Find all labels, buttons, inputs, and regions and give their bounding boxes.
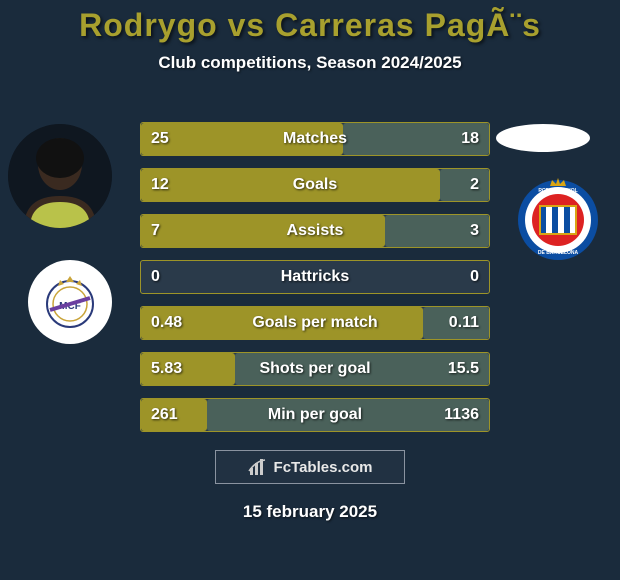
stat-row: 73Assists <box>140 214 490 248</box>
stat-row: 00Hattricks <box>140 260 490 294</box>
comparison-date: 15 february 2025 <box>0 502 620 522</box>
player2-avatar <box>496 124 590 152</box>
stat-label: Shots per goal <box>141 353 489 385</box>
svg-text:RCD ESPANYOL: RCD ESPANYOL <box>538 188 577 194</box>
stat-label: Goals <box>141 169 489 201</box>
stat-rows-container: 2518Matches 122Goals 73Assists 00Hattricks 0… <box>140 122 490 444</box>
stat-row: 2518Matches <box>140 122 490 156</box>
stat-row: 5.8315.5Shots per goal <box>140 352 490 386</box>
person-silhouette-icon <box>8 124 112 228</box>
player1-avatar <box>8 124 112 228</box>
club1-crest: MCF <box>28 260 112 344</box>
bar-chart-icon <box>248 457 268 477</box>
comparison-title: Rodrygo vs Carreras PagÃ¨s <box>0 0 620 43</box>
espanyol-crest-icon: RCD ESPANYOL DE BARCELONA <box>516 178 600 262</box>
svg-text:DE BARCELONA: DE BARCELONA <box>538 250 579 256</box>
stat-label: Goals per match <box>141 307 489 339</box>
stat-row: 0.480.11Goals per match <box>140 306 490 340</box>
stat-label: Assists <box>141 215 489 247</box>
site-logo: FcTables.com <box>215 450 405 484</box>
stat-label: Matches <box>141 123 489 155</box>
comparison-subtitle: Club competitions, Season 2024/2025 <box>0 53 620 73</box>
stat-label: Hattricks <box>141 261 489 293</box>
site-logo-text: FcTables.com <box>274 459 373 476</box>
club2-crest: RCD ESPANYOL DE BARCELONA <box>516 178 600 262</box>
stat-row: 2611136Min per goal <box>140 398 490 432</box>
real-madrid-crest-icon: MCF <box>40 272 100 332</box>
stat-label: Min per goal <box>141 399 489 431</box>
stat-row: 122Goals <box>140 168 490 202</box>
